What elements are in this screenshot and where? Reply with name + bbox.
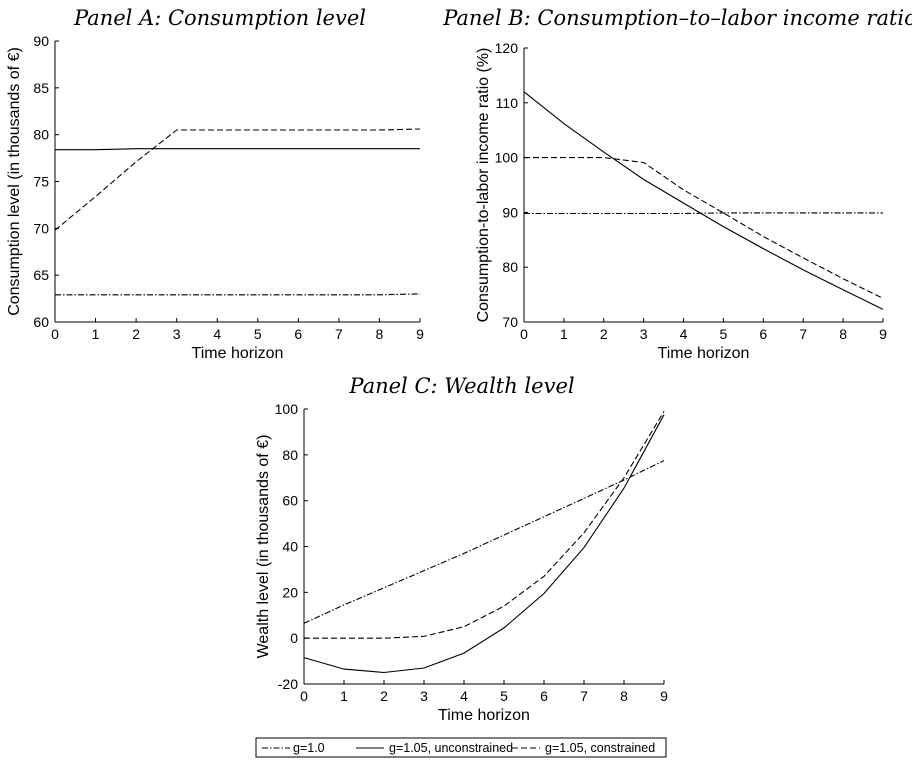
panel-c-y-tick-label: 100 <box>275 401 299 417</box>
panel-b-y-tick-label: 100 <box>495 150 519 166</box>
panel-a-y-tick-label: 60 <box>33 314 49 330</box>
panel-a-y-axis-label: Consumption level (in thousands of €) <box>6 47 23 316</box>
panel-a-x-axis-label: Time horizon <box>192 345 284 362</box>
panel-a-title: Panel A: Consumption level <box>73 6 366 30</box>
panel-a-y-tick-label: 65 <box>33 267 49 283</box>
legend: g=1.0 g=1.05, unconstrained g=1.05, constr… <box>255 737 667 758</box>
panel-b-x-tick-label: 5 <box>720 326 728 342</box>
panel-a-x-tick-label: 2 <box>132 326 140 342</box>
panel-a-x-tick-label: 8 <box>376 326 384 342</box>
panel-a-x-tick-label: 1 <box>92 326 100 342</box>
panel-c-x-tick-label: 3 <box>420 688 428 704</box>
panel-b-y-tick-label: 80 <box>502 259 518 275</box>
panel-b-x-tick-label: 0 <box>520 326 528 342</box>
panel-b-x-tick-label: 8 <box>839 326 847 342</box>
panel-b-y-tick-label: 70 <box>502 314 518 330</box>
panel-a-x-tick-label: 4 <box>213 326 221 342</box>
panel-c-x-tick-label: 6 <box>540 688 548 704</box>
panel-b-x-tick-label: 7 <box>799 326 807 342</box>
panel-b-x-axis-label: Time horizon <box>658 345 750 362</box>
panel-a-y-tick-label: 85 <box>33 80 49 96</box>
panel-c-y-tick-label: 80 <box>282 447 298 463</box>
panel-a-y-tick-label: 90 <box>33 33 49 49</box>
panel-c-x-tick-label: 0 <box>300 688 308 704</box>
panel-c-y-tick-label: 60 <box>282 493 298 509</box>
panel-b-x-tick-label: 6 <box>759 326 767 342</box>
panel-a-series-dashdot <box>55 293 421 296</box>
panel-c-y-tick-label: -20 <box>278 676 298 692</box>
panel-c-x-tick-label: 9 <box>660 688 668 704</box>
panel-a-x-tick-label: 0 <box>51 326 59 342</box>
panel-b-chart: Panel B: Consumption–to–labor income rat… <box>442 6 912 362</box>
panel-a-x-tick-label: 6 <box>294 326 302 342</box>
panel-a-x-tick-label: 7 <box>335 326 343 342</box>
panel-b-series-dashdot <box>524 212 883 215</box>
panel-b-series-solid <box>523 91 884 310</box>
panel-b-y-tick-label: 110 <box>496 95 519 111</box>
panel-c-x-tick-label: 8 <box>620 688 628 704</box>
panel-a-chart: Panel A: Consumption level 0 1 2 3 4 5 6 7 8 9 60 65… <box>6 6 424 362</box>
panel-b-y-tick-label: 90 <box>502 204 518 220</box>
panel-c-series-dashdot <box>303 460 665 624</box>
panel-b-series-dashed <box>524 157 884 299</box>
panel-c-y-tick-label: 40 <box>282 539 298 555</box>
panel-a-series-solid <box>55 148 420 151</box>
panel-b-title: Panel B: Consumption–to–labor income rat… <box>442 6 912 30</box>
panel-b-x-tick-label: 3 <box>640 326 648 342</box>
panel-c-x-tick-label: 5 <box>500 688 508 704</box>
panel-c-x-tick-label: 7 <box>580 688 588 704</box>
legend-label: g=1.05, unconstrained <box>389 741 513 755</box>
panel-a-x-tick-label: 3 <box>173 326 181 342</box>
panel-b-x-tick-label: 4 <box>680 326 688 342</box>
panel-c-series-dashed <box>304 411 665 639</box>
panel-c-title: Panel C: Wealth level <box>348 374 574 398</box>
legend-label: g=1.0 <box>293 741 325 755</box>
panel-c-y-tick-label: 20 <box>282 584 298 600</box>
legend-label: g=1.05, constrained <box>545 741 655 755</box>
panel-a-y-tick-label: 75 <box>33 174 49 190</box>
panel-a-y-tick-label: 70 <box>33 220 49 236</box>
panel-c-series-solid <box>303 414 665 674</box>
panel-a-y-tick-label: 80 <box>33 127 49 143</box>
panel-b-x-tick-label: 1 <box>560 326 568 342</box>
panel-a-x-tick-label: 5 <box>254 326 262 342</box>
panel-c-y-axis-label: Wealth level (in thousands of €) <box>255 435 272 659</box>
panel-c-y-tick-label: 0 <box>290 630 298 646</box>
legend-box <box>255 737 667 758</box>
panel-b-x-tick-label: 2 <box>600 326 608 342</box>
panel-b-y-axis-label: Consumption-to-labor income ratio (%) <box>475 48 492 323</box>
panel-b-y-tick-label: 120 <box>495 40 519 56</box>
panel-b-x-tick-label: 9 <box>879 326 887 342</box>
panel-a-x-tick-label: 9 <box>416 326 424 342</box>
panel-c-x-tick-label: 1 <box>340 688 348 704</box>
panel-a-series-dashed <box>54 128 421 231</box>
panel-c-x-axis-label: Time horizon <box>438 707 530 724</box>
panel-c-x-tick-label: 2 <box>380 688 388 704</box>
panel-c-x-tick-label: 4 <box>460 688 468 704</box>
